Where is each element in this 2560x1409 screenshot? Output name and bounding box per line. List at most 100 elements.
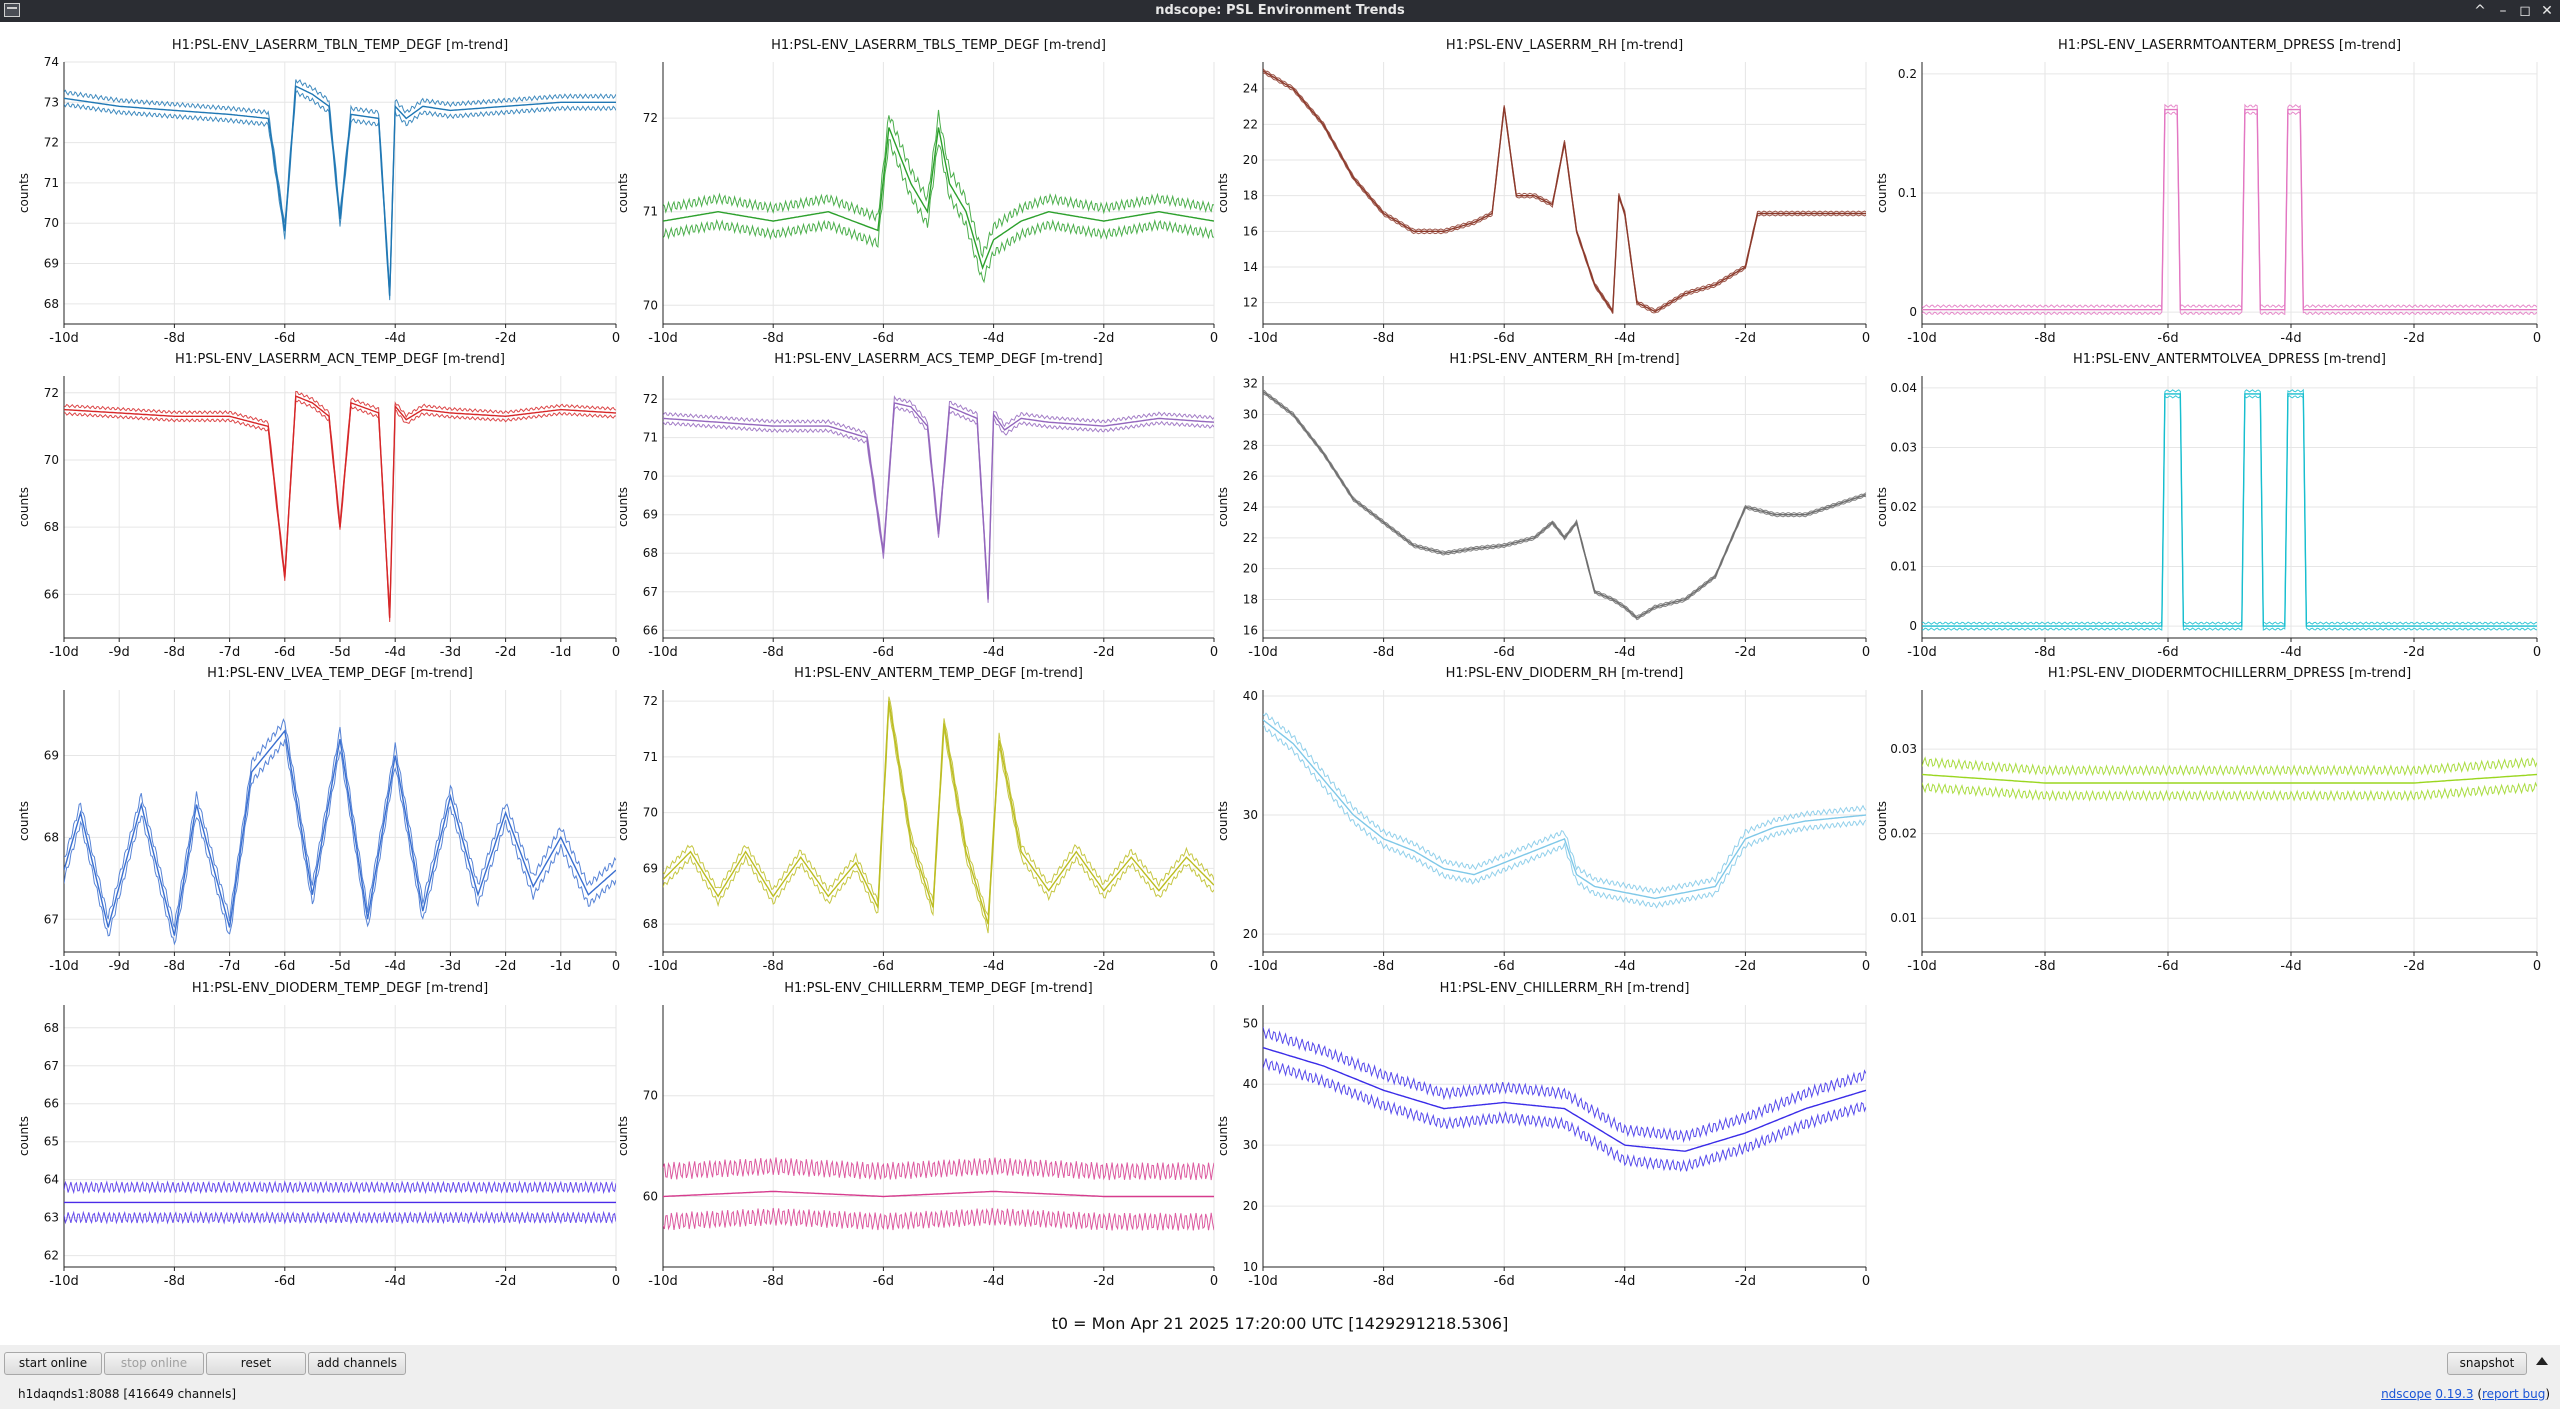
x-tick-label: -2d	[495, 645, 516, 660]
series-line-mean	[1263, 390, 1866, 619]
x-tick-label: -10d	[1248, 1274, 1278, 1289]
series-group	[1263, 389, 1866, 621]
report-bug-link[interactable]: report bug	[2482, 1387, 2546, 1401]
stop-online-button[interactable]: stop online	[104, 1352, 204, 1375]
y-tick-label: 68	[44, 520, 59, 534]
y-tick-label: 62	[44, 1249, 59, 1263]
x-tick-label: -6d	[873, 959, 894, 974]
series-line-max	[1263, 389, 1866, 617]
series-line-min	[663, 1207, 1214, 1231]
y-tick-label: 68	[643, 917, 658, 931]
x-tick-label: -4d	[983, 645, 1004, 660]
plot-title: H1:PSL-ENV_LASERRM_TBLN_TEMP_DEGF [m-tre…	[172, 38, 508, 53]
snapshot-button[interactable]: snapshot	[2447, 1352, 2527, 1375]
plot-title: H1:PSL-ENV_CHILLERRM_RH [m-trend]	[1440, 981, 1690, 996]
add-channels-button[interactable]: add channels	[308, 1352, 406, 1375]
version-link[interactable]: 0.19.3	[2435, 1387, 2474, 1401]
series-line-min	[1263, 392, 1866, 621]
series-group	[1922, 756, 2537, 802]
y-tick-label: 67	[44, 1059, 59, 1073]
reset-button[interactable]: reset	[206, 1352, 306, 1375]
y-tick-label: 24	[1243, 500, 1258, 514]
x-tick-label: 0	[1862, 1274, 1870, 1289]
y-axis-label: counts	[17, 487, 31, 527]
x-tick-label: 0	[1862, 959, 1870, 974]
series-line-max	[1922, 388, 2537, 626]
x-tick-label: -8d	[763, 1274, 784, 1289]
y-tick-label: 72	[643, 694, 658, 708]
plot-title: H1:PSL-ENV_LASERRMTOANTERM_DPRESS [m-tre…	[2058, 38, 2401, 53]
series-group	[64, 718, 616, 946]
plot-title: H1:PSL-ENV_LASERRM_RH [m-trend]	[1446, 38, 1683, 53]
window-maximize-icon[interactable]: ◻	[2519, 3, 2531, 19]
series-line-max	[663, 696, 1214, 917]
x-tick-label: -10d	[648, 331, 678, 346]
series-line-mean	[663, 1190, 1214, 1198]
x-tick-label: -9d	[109, 959, 130, 974]
app-icon[interactable]	[4, 3, 20, 17]
series-group	[1263, 1026, 1866, 1173]
x-tick-label: -3d	[440, 645, 461, 660]
series-group	[64, 79, 616, 301]
y-tick-label: 0.03	[1890, 742, 1917, 756]
series-line-max	[64, 718, 616, 928]
series-group	[663, 395, 1214, 603]
plot-panel-8: H1:PSL-ENV_ANTERMTOLVEA_DPRESS [m-trend]…	[1875, 352, 2541, 660]
window-minimize-icon[interactable]: –	[2499, 3, 2507, 19]
series-group	[1922, 103, 2537, 316]
y-axis-label: counts	[616, 487, 630, 527]
x-tick-label: -7d	[219, 645, 240, 660]
y-tick-label: 69	[44, 749, 59, 763]
series-line-max	[1263, 1026, 1866, 1144]
y-axis-label: counts	[1216, 1116, 1230, 1156]
series-group	[663, 696, 1214, 934]
y-tick-label: 72	[44, 136, 59, 150]
x-tick-label: -8d	[164, 645, 185, 660]
plot-panel-12: H1:PSL-ENV_DIODERMTOCHILLERRM_DPRESS [m-…	[1875, 666, 2541, 974]
window-title: ndscope: PSL Environment Trends	[1155, 3, 1405, 18]
expand-triangle-icon[interactable]	[2536, 1357, 2548, 1365]
series-line-mean	[1263, 1047, 1866, 1152]
y-tick-label: 0.02	[1890, 500, 1917, 514]
start-online-button[interactable]: start online	[4, 1352, 102, 1375]
y-tick-label: 72	[643, 392, 658, 406]
y-tick-label: 69	[643, 508, 658, 522]
x-tick-label: -10d	[49, 645, 79, 660]
y-tick-label: 66	[44, 1097, 59, 1111]
plot-title: H1:PSL-ENV_ANTERM_TEMP_DEGF [m-trend]	[794, 666, 1083, 681]
series-line-min	[663, 139, 1214, 284]
y-tick-label: 0.1	[1898, 186, 1917, 200]
ndscope-link[interactable]: ndscope	[2381, 1387, 2432, 1401]
series-line-min	[1922, 110, 2537, 316]
x-tick-label: -8d	[164, 331, 185, 346]
series-line-mean	[1263, 70, 1866, 314]
x-tick-label: 0	[2533, 645, 2541, 660]
x-tick-label: -10d	[648, 645, 678, 660]
y-axis-label: counts	[616, 801, 630, 841]
x-tick-label: -1d	[550, 959, 571, 974]
y-tick-label: 12	[1243, 296, 1258, 310]
x-tick-label: 0	[612, 645, 620, 660]
y-tick-label: 40	[1243, 1077, 1258, 1091]
x-tick-label: -6d	[1494, 959, 1515, 974]
window-close-icon[interactable]: ✕	[2541, 3, 2553, 19]
window-keep-above-icon[interactable]: ^	[2474, 3, 2486, 19]
y-tick-label: 70	[643, 806, 658, 820]
y-tick-label: 72	[643, 111, 658, 125]
x-tick-label: 0	[1210, 1274, 1218, 1289]
y-tick-label: 18	[1243, 592, 1258, 606]
y-tick-label: 16	[1243, 623, 1258, 637]
y-tick-label: 50	[1243, 1016, 1258, 1030]
plot-grid[interactable]: H1:PSL-ENV_LASERRM_TBLN_TEMP_DEGF [m-tre…	[0, 22, 2560, 1312]
status-version: ndscope 0.19.3 (report bug)	[2381, 1387, 2550, 1401]
series-line-min	[1922, 781, 2537, 802]
y-tick-label: 40	[1243, 689, 1258, 703]
x-tick-label: -2d	[1735, 331, 1756, 346]
x-tick-label: -6d	[873, 1274, 894, 1289]
plot-title: H1:PSL-ENV_DIODERM_TEMP_DEGF [m-trend]	[192, 981, 488, 996]
x-tick-label: 0	[1210, 331, 1218, 346]
x-tick-label: -9d	[109, 645, 130, 660]
series-line-mean	[64, 395, 616, 618]
series-group	[663, 109, 1214, 284]
plot-title: H1:PSL-ENV_CHILLERRM_TEMP_DEGF [m-trend]	[784, 981, 1092, 996]
